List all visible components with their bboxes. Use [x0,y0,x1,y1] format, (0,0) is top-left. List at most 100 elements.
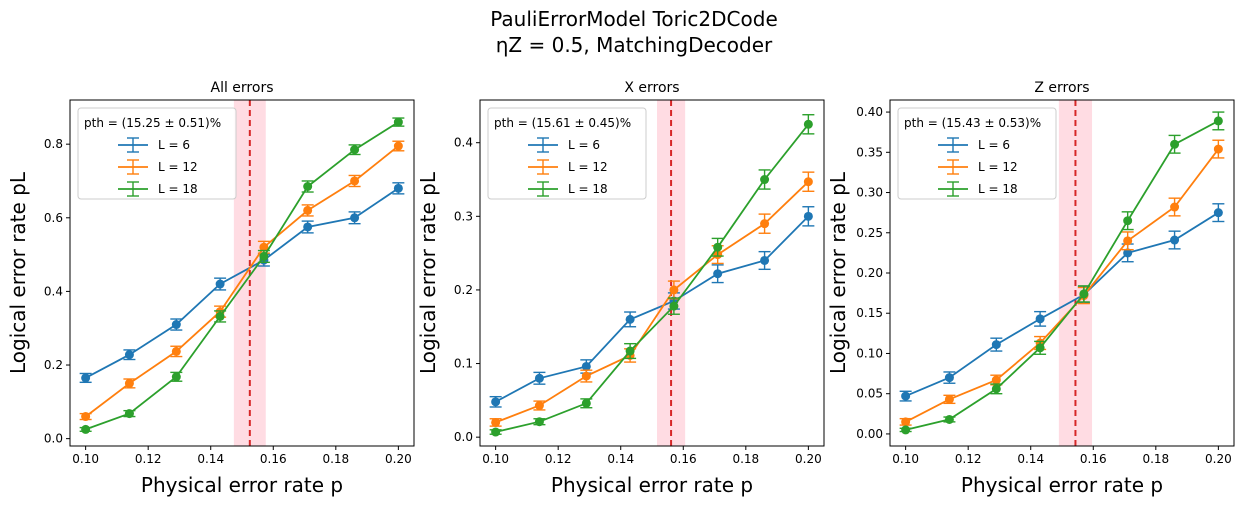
data-point [991,340,1001,350]
legend-series-label: L = 18 [568,182,608,196]
data-point [171,346,181,356]
data-point [944,394,954,404]
data-point [350,213,360,223]
y-tick-label: 0.10 [856,346,883,360]
x-tick-label: 0.12 [135,452,162,466]
data-point [303,205,313,215]
data-point [350,176,360,186]
y-tick-label: 0.3 [454,209,473,223]
axes-frame [69,99,415,447]
y-tick-label: 0.4 [454,136,473,150]
data-point [1123,236,1133,246]
series-line [495,123,810,433]
subplot-title: Z errors [1034,80,1089,96]
y-tick-label: 0.25 [856,226,883,240]
data-point [669,301,679,311]
series-line [905,120,1219,431]
data-point [901,391,911,401]
legend-frame [77,107,237,200]
data-point [350,145,360,155]
data-point [760,219,770,229]
data-point [803,211,813,221]
x-axis-label: Physical error rate p [961,473,1163,497]
data-point [991,375,1001,385]
data-point [625,346,635,356]
y-tick-label: 0.15 [856,306,883,320]
y-tick-label: 0.35 [856,145,883,159]
legend-threshold-label: pth = (15.43 ± 0.53)% [904,116,1041,130]
data-point [1035,314,1045,324]
x-axis-label: Physical error rate p [551,473,753,497]
legend-threshold-label: pth = (15.25 ± 0.51)% [84,116,221,130]
y-tick-label: 0.00 [856,427,883,441]
series-line [495,215,810,403]
data-point [581,361,591,371]
x-tick-label: 0.10 [482,452,509,466]
x-tick-label: 0.14 [1017,452,1044,466]
y-axis-label: Logical error rate pL [826,171,850,374]
legend-frame [897,107,1057,200]
x-tick-label: 0.18 [732,452,759,466]
legend-series-label: L = 12 [158,160,198,174]
series-line [495,181,810,424]
x-tick-label: 0.16 [1080,452,1107,466]
y-tick-label: 0.6 [44,211,63,225]
y-tick-label: 0.4 [44,284,63,298]
series-line [85,187,399,379]
data-point [1170,235,1180,245]
data-point [534,373,544,383]
data-point [124,378,134,388]
data-point [259,242,269,252]
legend-series-label: L = 6 [158,138,190,152]
data-point [393,183,403,193]
data-point [171,372,181,382]
data-point [581,371,591,381]
legend-series-label: L = 18 [978,182,1018,196]
x-tick-label: 0.14 [197,452,224,466]
legend-series-label: L = 12 [978,160,1018,174]
x-tick-label: 0.14 [607,452,634,466]
data-point [259,251,269,261]
legend-series-label: L = 18 [158,182,198,196]
legend-frame [487,107,647,200]
data-point [1079,289,1089,299]
data-point [1035,343,1045,353]
series-3 [899,111,1225,435]
x-axis-label: Physical error rate p [141,473,343,497]
y-tick-label: 0.0 [44,432,63,446]
subplots: 0.10 0.12 0.14 0.16 0.18 0.20 0.0 0.2 0.4 0.6 0.8 A… [6,80,1235,497]
data-point [303,182,313,191]
data-point [1213,144,1223,154]
data-point [944,373,954,383]
data-point [124,350,134,360]
series-line [85,121,399,431]
x-tick-label: 0.18 [322,452,349,466]
y-tick-label: 0.20 [856,266,883,280]
subplot-3: 0.10 0.12 0.14 0.16 0.18 0.20 0.00 0.05 0.10 0.15… [826,80,1235,497]
figure-title-line-1: PauliErrorModel Toric2DCode [490,7,778,31]
data-point [1213,208,1223,218]
y-tick-label: 0.0 [454,430,473,444]
data-point [491,417,501,427]
y-tick-label: 0.05 [856,387,883,401]
data-point [491,397,501,407]
data-point [581,398,591,408]
x-tick-label: 0.10 [892,452,919,466]
data-point [1170,202,1180,212]
y-tick-label: 0.30 [856,186,883,200]
data-point [669,285,679,295]
axes-frame [479,99,825,447]
legend: pth = (15.61 ± 0.45)% L = 6 L = 12 L = 18 [487,107,647,200]
data-point [760,255,770,265]
x-tick-label: 0.16 [260,452,287,466]
data-point [625,314,635,324]
data-point [81,412,91,422]
data-point [803,119,813,129]
series-3 [489,114,815,437]
legend-series-label: L = 6 [568,138,600,152]
data-point [215,279,225,289]
data-point [1123,248,1133,258]
series-line [905,148,1220,423]
series-line [905,211,1219,397]
data-point [171,320,181,330]
